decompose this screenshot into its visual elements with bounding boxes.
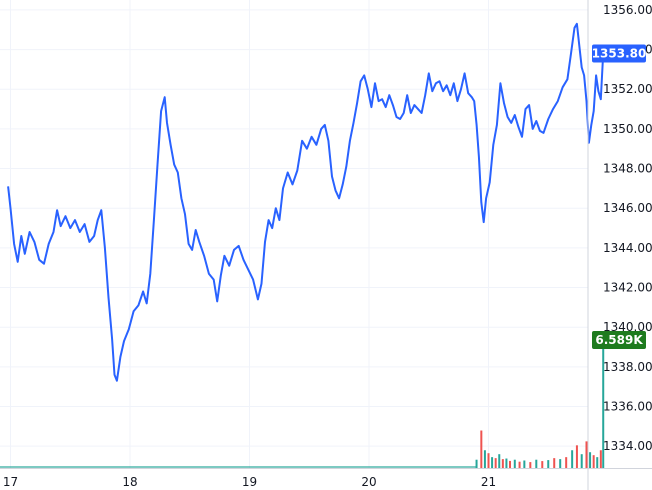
y-tick-label: 1356.00 <box>603 3 652 17</box>
volume-bar <box>529 462 532 468</box>
volume-badge: 6.589K <box>592 331 646 349</box>
volume-bar <box>518 461 521 468</box>
volume-bar <box>565 457 568 468</box>
volume-bar <box>553 458 556 468</box>
y-tick-label: 1334.00 <box>603 439 652 453</box>
volume-bar <box>602 338 605 468</box>
volume-bar <box>487 453 490 468</box>
volume-bar <box>592 455 595 468</box>
x-axis: 17 18 19 20 21 <box>0 468 652 489</box>
volume-bar <box>575 445 578 468</box>
volume-label: 6.589K <box>595 333 643 347</box>
volume-bar <box>509 460 512 468</box>
x-tick-label: 18 <box>122 475 137 489</box>
volume-bar <box>596 457 599 468</box>
volume-bar <box>585 441 588 468</box>
x-tick-label: 20 <box>361 475 376 489</box>
volume-bar <box>559 459 562 468</box>
volume-bar <box>535 459 538 468</box>
price-line[interactable] <box>7 22 605 382</box>
volume-bar <box>475 459 478 468</box>
y-tick-label: 1352.00 <box>603 82 652 96</box>
x-tick-label: 21 <box>481 475 496 489</box>
volume-bar <box>498 454 501 468</box>
volume-bar <box>541 461 544 468</box>
volume-bar <box>523 460 526 468</box>
y-tick-label: 1344.00 <box>603 241 652 255</box>
volume-bar <box>501 459 504 468</box>
volume-bars <box>0 338 605 468</box>
volume-bar <box>483 450 486 468</box>
volume-bar <box>494 458 497 468</box>
volume-bar <box>599 450 602 468</box>
y-tick-label: 1342.00 <box>603 281 652 295</box>
x-tick-label: 17 <box>3 475 18 489</box>
volume-bar <box>480 430 483 468</box>
x-tick-label: 19 <box>242 475 257 489</box>
y-tick-label: 1336.00 <box>603 400 652 414</box>
y-tick-label: 1348.00 <box>603 162 652 176</box>
y-tick-label: 1350.00 <box>603 122 652 136</box>
current-price-label: 1353.80 <box>592 47 647 61</box>
volume-bar <box>513 459 516 468</box>
volume-baseline <box>0 466 477 468</box>
volume-bar <box>589 452 592 468</box>
volume-bar <box>491 457 494 468</box>
volume-bar <box>547 460 550 468</box>
volume-bar <box>580 454 583 468</box>
volume-bar <box>505 458 508 468</box>
y-tick-label: 1338.00 <box>603 360 652 374</box>
y-tick-label: 1340.00 <box>603 320 652 334</box>
y-tick-label: 1346.00 <box>603 201 652 215</box>
volume-bar <box>571 450 574 468</box>
grid-lines <box>0 0 588 468</box>
y-axis: 1356.001354.001352.001350.001348.001346.… <box>587 0 652 490</box>
current-price-badge: 1353.80 <box>592 44 647 63</box>
